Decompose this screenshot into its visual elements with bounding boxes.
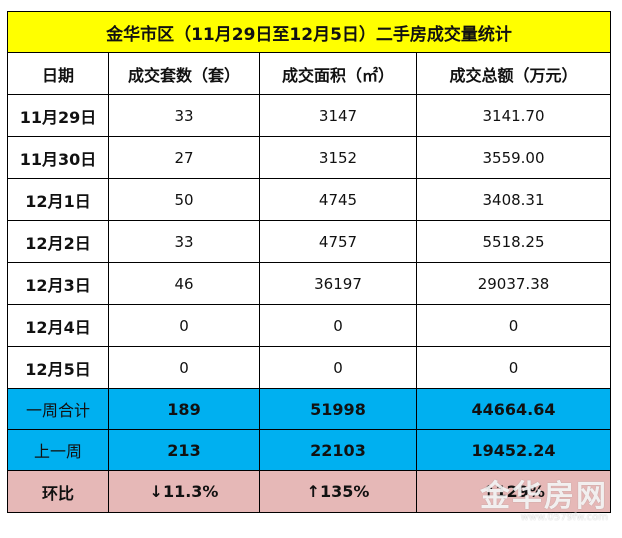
week-total-amount: 44664.64 (416, 388, 611, 430)
table-title: 金华市区（11月29日至12月5日）二手房成交量统计 (7, 11, 611, 53)
row-count: 27 (108, 136, 260, 179)
row-date: 12月5日 (7, 346, 109, 389)
row-count: 0 (108, 304, 260, 347)
week-total-count: 189 (108, 388, 260, 430)
last-week-area: 22103 (259, 429, 417, 471)
row-area: 4757 (259, 220, 417, 263)
title-row: 金华市区（11月29日至12月5日）二手房成交量统计 (7, 11, 611, 53)
row-amount: 29037.38 (416, 262, 611, 305)
row-amount: 3408.31 (416, 178, 611, 221)
row-count: 0 (108, 346, 260, 389)
row-date: 11月29日 (7, 94, 109, 137)
row-amount: 3141.70 (416, 94, 611, 137)
row-amount: 0 (416, 346, 611, 389)
row-amount: 5518.25 (416, 220, 611, 263)
row-area: 3147 (259, 94, 417, 137)
change-row: 环比 ↓11.3% ↑135% ↑129% (7, 470, 611, 513)
table-row: 11月29日 33 3147 3141.70 (7, 94, 611, 137)
transaction-table: 金华市区（11月29日至12月5日）二手房成交量统计 日期 成交套数（套） 成交… (7, 11, 611, 513)
last-week-label: 上一周 (7, 429, 109, 471)
week-total-row: 一周合计 189 51998 44664.64 (7, 388, 611, 430)
last-week-row: 上一周 213 22103 19452.24 (7, 429, 611, 471)
last-week-count: 213 (108, 429, 260, 471)
row-count: 33 (108, 220, 260, 263)
row-area: 4745 (259, 178, 417, 221)
row-date: 12月1日 (7, 178, 109, 221)
row-date: 12月4日 (7, 304, 109, 347)
header-date: 日期 (7, 52, 109, 95)
header-count: 成交套数（套） (108, 52, 260, 95)
table-row: 12月4日 0 0 0 (7, 304, 611, 347)
change-count: ↓11.3% (108, 470, 260, 513)
stats-sheet: 金华市区（11月29日至12月5日）二手房成交量统计 日期 成交套数（套） 成交… (7, 11, 611, 513)
last-week-amount: 19452.24 (416, 429, 611, 471)
row-area: 0 (259, 346, 417, 389)
change-area: ↑135% (259, 470, 417, 513)
change-amount: ↑129% (416, 470, 611, 513)
row-count: 46 (108, 262, 260, 305)
week-total-label: 一周合计 (7, 388, 109, 430)
table-row: 12月1日 50 4745 3408.31 (7, 178, 611, 221)
row-date: 12月2日 (7, 220, 109, 263)
table-row: 12月2日 33 4757 5518.25 (7, 220, 611, 263)
table-row: 12月3日 46 36197 29037.38 (7, 262, 611, 305)
change-label: 环比 (7, 470, 109, 513)
row-area: 0 (259, 304, 417, 347)
week-total-area: 51998 (259, 388, 417, 430)
row-amount: 0 (416, 304, 611, 347)
header-amount: 成交总额（万元） (416, 52, 611, 95)
watermark-url: www.0579fw.com (520, 512, 608, 523)
row-count: 33 (108, 94, 260, 137)
row-count: 50 (108, 178, 260, 221)
header-row: 日期 成交套数（套） 成交面积（㎡） 成交总额（万元） (7, 52, 611, 95)
row-amount: 3559.00 (416, 136, 611, 179)
row-area: 36197 (259, 262, 417, 305)
row-date: 11月30日 (7, 136, 109, 179)
row-area: 3152 (259, 136, 417, 179)
table-row: 12月5日 0 0 0 (7, 346, 611, 389)
table-row: 11月30日 27 3152 3559.00 (7, 136, 611, 179)
row-date: 12月3日 (7, 262, 109, 305)
header-area: 成交面积（㎡） (259, 52, 417, 95)
